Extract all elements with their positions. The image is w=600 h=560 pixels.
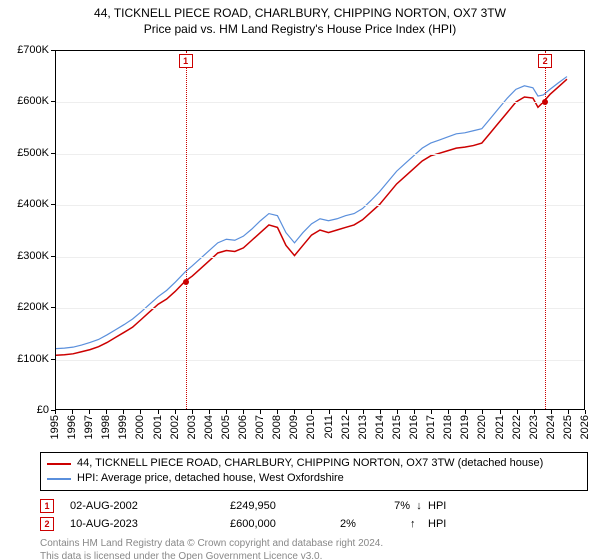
x-axis-label: 2005 [220, 415, 232, 439]
transactions-table: 1 02-AUG-2002 £249,950 7% ↓ HPI 2 10-AUG… [40, 497, 468, 533]
legend-label-hpi: HPI: Average price, detached house, West… [77, 471, 344, 486]
legend-label-property: 44, TICKNELL PIECE ROAD, CHARLBURY, CHIP… [77, 456, 543, 471]
x-axis-label: 2010 [305, 415, 317, 439]
x-axis-label: 2024 [545, 415, 557, 439]
x-axis-label: 2026 [579, 415, 591, 439]
legend-row-hpi: HPI: Average price, detached house, West… [47, 471, 581, 486]
x-axis-label: 2007 [254, 415, 266, 439]
y-axis-label: £100K [17, 353, 49, 365]
transaction-delta: 2% [340, 515, 410, 533]
x-axis-label: 2006 [237, 415, 249, 439]
x-axis-label: 2020 [476, 415, 488, 439]
x-axis-label: 2001 [152, 415, 164, 439]
series-line-property [56, 79, 567, 355]
y-axis-label: £400K [17, 198, 49, 210]
transaction-date: 10-AUG-2023 [70, 515, 230, 533]
x-axis-label: 2013 [357, 415, 369, 439]
transaction-row: 2 10-AUG-2023 £600,000 2% ↑ HPI [40, 515, 468, 533]
transaction-vs: HPI [428, 497, 468, 515]
chart-lines [56, 51, 584, 409]
chart-area: 12 £0£100K£200K£300K£400K£500K£600K£700K… [55, 50, 585, 410]
legend-row-property: 44, TICKNELL PIECE ROAD, CHARLBURY, CHIP… [47, 456, 581, 471]
x-axis-label: 2003 [186, 415, 198, 439]
x-axis-label: 2018 [442, 415, 454, 439]
chart-frame: 12 [55, 50, 585, 410]
transaction-marker-1: 1 [179, 54, 193, 68]
x-axis-label: 2004 [203, 415, 215, 439]
arrow-down-icon: ↓ [416, 500, 422, 512]
transaction-point [183, 279, 189, 285]
x-axis-label: 2015 [391, 415, 403, 439]
x-axis-label: 1997 [83, 415, 95, 439]
legend-block: 44, TICKNELL PIECE ROAD, CHARLBURY, CHIP… [40, 452, 588, 560]
title-line-2: Price paid vs. HM Land Registry's House … [0, 22, 600, 38]
transaction-marker-2: 2 [538, 54, 552, 68]
legend-series-box: 44, TICKNELL PIECE ROAD, CHARLBURY, CHIP… [40, 452, 588, 491]
transaction-price: £249,950 [230, 497, 340, 515]
x-axis-label: 2019 [459, 415, 471, 439]
transaction-point [542, 99, 548, 105]
x-axis-label: 2002 [169, 415, 181, 439]
arrow-up-icon: ↑ [410, 518, 416, 530]
y-axis-label: £700K [17, 44, 49, 56]
y-axis-label: £300K [17, 250, 49, 262]
x-axis-label: 2021 [494, 415, 506, 439]
footer-line-2: This data is licensed under the Open Gov… [40, 550, 588, 560]
x-axis-label: 1999 [117, 415, 129, 439]
x-axis-label: 1998 [100, 415, 112, 439]
transaction-delta: 7% [340, 497, 410, 515]
footer-note: Contains HM Land Registry data © Crown c… [40, 537, 588, 560]
transaction-marker-icon: 1 [40, 499, 54, 513]
x-axis-label: 2016 [408, 415, 420, 439]
x-axis-label: 2022 [511, 415, 523, 439]
x-axis-label: 2023 [528, 415, 540, 439]
x-axis-label: 2014 [374, 415, 386, 439]
transaction-marker-icon: 2 [40, 517, 54, 531]
x-axis-label: 2009 [288, 415, 300, 439]
x-axis-label: 1996 [66, 415, 78, 439]
y-axis-label: £200K [17, 301, 49, 313]
y-axis-label: £500K [17, 147, 49, 159]
x-axis-label: 2008 [271, 415, 283, 439]
x-axis-label: 2011 [323, 415, 335, 439]
legend-swatch-hpi [47, 478, 71, 480]
title-line-1: 44, TICKNELL PIECE ROAD, CHARLBURY, CHIP… [0, 6, 600, 22]
transaction-vs: HPI [428, 515, 468, 533]
transaction-row: 1 02-AUG-2002 £249,950 7% ↓ HPI [40, 497, 468, 515]
transaction-date: 02-AUG-2002 [70, 497, 230, 515]
x-axis-label: 2025 [562, 415, 574, 439]
x-axis-label: 2000 [134, 415, 146, 439]
x-axis-label: 2017 [425, 415, 437, 439]
chart-title-block: 44, TICKNELL PIECE ROAD, CHARLBURY, CHIP… [0, 0, 600, 37]
y-axis-label: £600K [17, 95, 49, 107]
footer-line-1: Contains HM Land Registry data © Crown c… [40, 537, 588, 550]
y-axis-label: £0 [37, 404, 49, 416]
legend-swatch-property [47, 463, 71, 465]
transaction-vline [186, 51, 187, 409]
x-axis-label: 1995 [49, 415, 61, 439]
transaction-price: £600,000 [230, 515, 340, 533]
x-axis-label: 2012 [340, 415, 352, 439]
